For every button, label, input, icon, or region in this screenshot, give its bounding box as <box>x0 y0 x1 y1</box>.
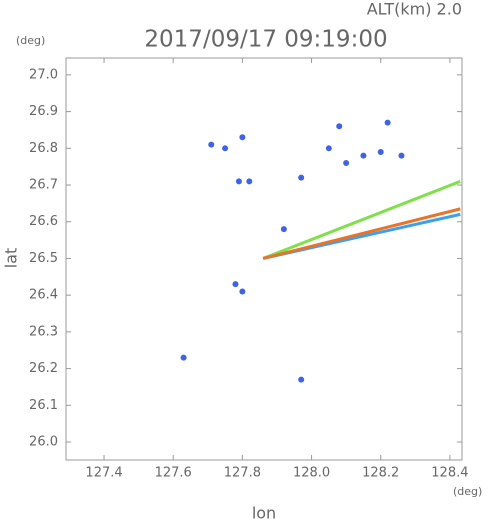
y-tick-label: 26.4 <box>29 288 58 303</box>
x-unit: (deg) <box>453 485 482 498</box>
echo <box>239 288 246 295</box>
echo <box>239 134 246 141</box>
echo <box>343 159 350 166</box>
chart-title: 2017/09/17 09:19:00 <box>144 27 387 53</box>
echo <box>180 354 187 361</box>
echo <box>232 281 239 288</box>
echo <box>325 145 332 152</box>
y-tick-label: 26.2 <box>29 361 58 376</box>
y-tick-label: 27.0 <box>29 67 58 82</box>
x-tick-label: 127.6 <box>155 466 192 481</box>
y-tick-label: 26.9 <box>29 104 58 119</box>
x-tick-label: 128.0 <box>293 466 330 481</box>
echo <box>384 119 391 126</box>
y-tick-label: 26.8 <box>29 141 58 156</box>
echo-ray <box>262 179 461 260</box>
y-axis-label: lat <box>2 248 21 269</box>
x-tick-label: 128.4 <box>431 466 468 481</box>
subtitle: ALT(km) 2.0 <box>367 0 462 19</box>
echo <box>235 178 242 185</box>
y-tick-label: 26.3 <box>29 324 58 339</box>
echo <box>336 123 343 130</box>
echo <box>360 152 367 159</box>
echo <box>398 152 405 159</box>
y-tick-label: 26.1 <box>29 398 58 413</box>
plot-frame <box>65 57 463 461</box>
echo <box>280 226 287 233</box>
echo <box>377 148 384 155</box>
y-tick-label: 26.7 <box>29 178 58 193</box>
echo <box>222 145 229 152</box>
echo-ray <box>262 207 461 260</box>
echo <box>246 178 253 185</box>
y-tick-label: 26.5 <box>29 251 58 266</box>
y-tick-label: 26.0 <box>29 435 58 450</box>
echo <box>208 141 215 148</box>
x-tick-label: 128.2 <box>362 466 399 481</box>
echo <box>298 376 305 383</box>
x-axis-label: lon <box>252 504 276 521</box>
y-tick-label: 26.6 <box>29 214 58 229</box>
y-unit: (deg) <box>16 34 45 47</box>
x-tick-label: 127.4 <box>85 466 122 481</box>
x-tick-label: 127.8 <box>224 466 261 481</box>
echo <box>298 174 305 181</box>
